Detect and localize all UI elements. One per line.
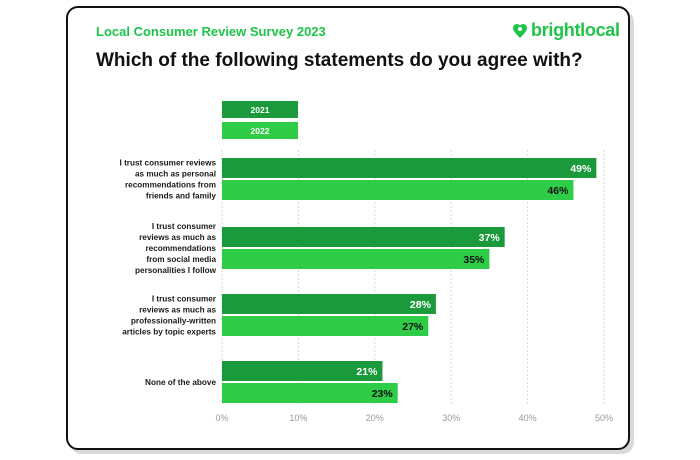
category-label: I trust consumer reviews as much as profes… (122, 295, 217, 337)
value-label-2021: 37% (479, 232, 501, 244)
legend-swatch-2021 (222, 101, 298, 118)
value-label-2022: 27% (402, 321, 424, 333)
value-label-2022: 35% (463, 254, 485, 266)
heart-pin-icon (513, 23, 527, 38)
category-label: None of the above (145, 378, 216, 387)
x-tick-label: 40% (519, 413, 537, 423)
value-label-2021: 28% (410, 299, 432, 311)
bar-2022 (222, 249, 490, 269)
bar-2021 (222, 158, 597, 178)
x-tick-label: 0% (215, 413, 228, 423)
value-label-2021: 21% (356, 366, 378, 378)
legend-label-2021: 2021 (251, 105, 270, 115)
legend-swatch-2022 (222, 122, 298, 139)
x-tick-label: 30% (442, 413, 460, 423)
survey-title: Local Consumer Review Survey 2023 (96, 24, 326, 39)
x-tick-label: 50% (595, 413, 613, 423)
bar-2022 (222, 180, 574, 200)
bar-2021 (222, 227, 505, 247)
bar-2022 (222, 316, 429, 336)
value-label-2022: 23% (372, 388, 394, 400)
value-label-2021: 49% (570, 163, 592, 175)
category-label: I trust consumer reviews as much as recomm… (135, 222, 217, 275)
value-label-2022: 46% (547, 185, 569, 197)
category-label: I trust consumer reviews as much as perso… (120, 159, 217, 201)
brand-logo: brightlocal (512, 20, 620, 41)
bar-2021 (222, 361, 383, 381)
bar-2022 (222, 383, 398, 403)
bar-2021 (222, 294, 436, 314)
x-tick-label: 20% (366, 413, 384, 423)
brand-name: brightlocal (531, 20, 620, 40)
question-title: Which of the following statements do you… (96, 50, 583, 71)
legend-label-2022: 2022 (251, 126, 270, 136)
x-tick-label: 10% (289, 413, 307, 423)
